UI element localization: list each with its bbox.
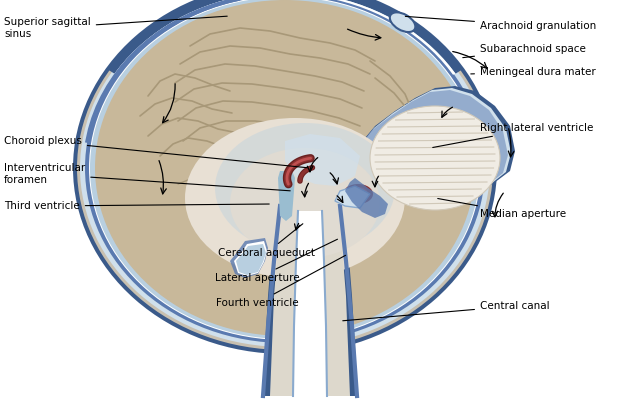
Polygon shape <box>278 171 295 221</box>
Text: Lateral aperture: Lateral aperture <box>215 239 337 283</box>
Polygon shape <box>236 244 266 275</box>
Ellipse shape <box>370 106 500 210</box>
Ellipse shape <box>95 0 475 336</box>
Text: Central canal: Central canal <box>343 301 550 321</box>
Polygon shape <box>335 88 511 202</box>
Ellipse shape <box>77 0 493 350</box>
Ellipse shape <box>90 0 480 339</box>
Ellipse shape <box>348 187 368 201</box>
Text: Interventricular
foramen: Interventricular foramen <box>4 163 290 191</box>
Polygon shape <box>263 206 357 396</box>
Text: Arachnoid granulation: Arachnoid granulation <box>405 16 596 31</box>
Polygon shape <box>270 208 350 396</box>
Polygon shape <box>234 241 267 276</box>
Ellipse shape <box>185 118 405 278</box>
Ellipse shape <box>390 12 415 32</box>
Text: Right lateral ventricle: Right lateral ventricle <box>433 123 593 148</box>
Text: Third ventricle: Third ventricle <box>4 201 269 211</box>
Text: Choroid plexus: Choroid plexus <box>4 136 307 168</box>
Polygon shape <box>285 134 360 186</box>
Text: Meningeal dura mater: Meningeal dura mater <box>471 67 596 77</box>
Text: Cerebral aqueduct: Cerebral aqueduct <box>218 224 315 258</box>
Ellipse shape <box>230 148 380 258</box>
Ellipse shape <box>80 0 490 347</box>
Polygon shape <box>108 0 462 74</box>
Polygon shape <box>330 86 515 201</box>
Ellipse shape <box>215 123 395 253</box>
Text: Superior sagittal
sinus: Superior sagittal sinus <box>4 16 227 39</box>
Text: Fourth ventricle: Fourth ventricle <box>216 255 346 308</box>
Polygon shape <box>115 0 456 75</box>
Polygon shape <box>338 90 508 203</box>
Polygon shape <box>345 178 388 218</box>
Text: Median aperture: Median aperture <box>438 198 566 219</box>
Ellipse shape <box>343 184 373 204</box>
Ellipse shape <box>89 0 481 340</box>
Ellipse shape <box>85 0 485 343</box>
Ellipse shape <box>73 0 497 354</box>
Text: Subarachnoid space: Subarachnoid space <box>463 44 586 58</box>
Polygon shape <box>335 186 370 208</box>
Polygon shape <box>230 238 268 278</box>
Polygon shape <box>293 211 327 396</box>
